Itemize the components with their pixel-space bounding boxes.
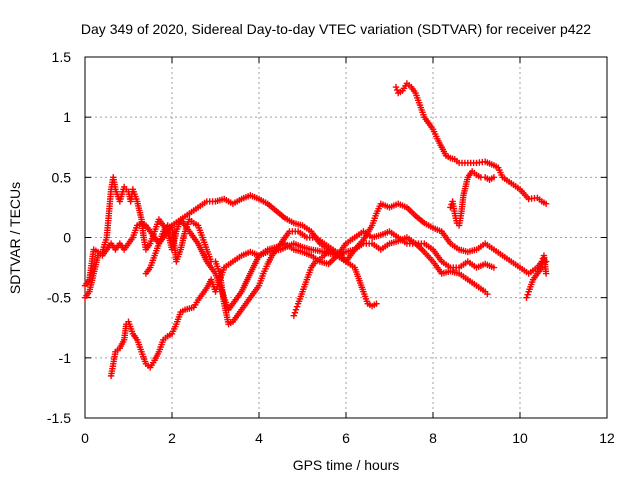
data-point [290, 312, 297, 319]
data-point [447, 204, 454, 211]
data-point [291, 309, 299, 316]
data-point [484, 290, 491, 298]
y-tick-label: -1 [59, 350, 72, 366]
data-point [542, 258, 550, 265]
data-point [342, 258, 350, 265]
chart-title: Day 349 of 2020, Sidereal Day-to-day VTE… [81, 21, 591, 37]
y-axis-label: SDTVAR / TECUs [7, 182, 23, 294]
data-point [524, 291, 531, 298]
y-tick-label: -1.5 [47, 410, 71, 426]
data-point [293, 303, 301, 310]
data-point [373, 300, 380, 307]
x-tick-labels: 0 2 4 6 8 10 12 [81, 430, 615, 446]
x-tick-label: 8 [429, 430, 437, 446]
y-tick-label: 1.5 [52, 49, 72, 65]
data-point [523, 294, 530, 301]
x-tick-label: 2 [168, 430, 176, 446]
y-tick-label: -0.5 [47, 290, 71, 306]
series-track-3 [107, 200, 550, 380]
series-track-6 [392, 80, 550, 208]
series-track-4 [142, 216, 350, 328]
x-tick-label: 6 [342, 430, 350, 446]
x-tick-label: 12 [599, 430, 615, 446]
data-points [81, 80, 550, 380]
series-track-1 [81, 174, 491, 313]
x-tick-label: 10 [512, 430, 528, 446]
axis-ticks [84, 56, 608, 419]
series-track-8 [523, 255, 550, 301]
data-point [490, 264, 498, 271]
data-point [490, 174, 498, 181]
y-tick-label: 1 [63, 109, 71, 125]
data-point [292, 306, 300, 313]
x-axis-label: GPS time / hours [293, 457, 400, 473]
data-point [542, 200, 550, 208]
y-tick-label: 0 [63, 230, 71, 246]
data-point [392, 83, 400, 91]
series-track-7 [447, 168, 498, 229]
grid [85, 57, 607, 418]
y-tick-label: 0.5 [52, 169, 72, 185]
data-point [542, 270, 550, 277]
y-tick-labels: -1.5 -1 -0.5 0 0.5 1 1.5 [47, 49, 71, 426]
data-point [393, 86, 401, 94]
x-tick-label: 0 [81, 430, 89, 446]
series-track-5 [290, 228, 498, 319]
x-tick-label: 4 [255, 430, 263, 446]
